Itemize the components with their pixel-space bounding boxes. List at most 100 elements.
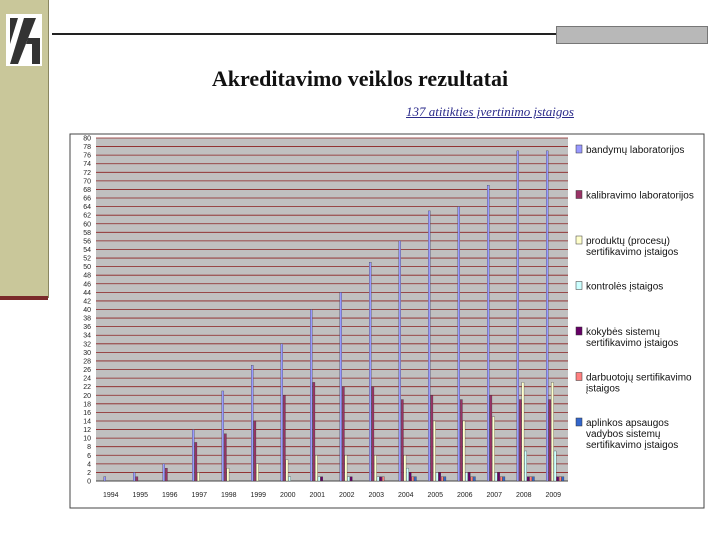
x-tick-label: 2004 [398,492,414,499]
legend: bandymų laboratorijos kalibravimo laborat… [575,144,694,451]
bar [374,455,377,482]
bar [226,467,230,482]
x-tick-label: 1998 [221,492,237,499]
y-tick-label: 20 [83,393,91,400]
bar [349,476,353,482]
bar [489,395,493,482]
bar [519,399,522,482]
y-tick-label: 2 [87,470,91,477]
header-rule [52,33,556,35]
bar [548,399,552,482]
bar [460,399,463,482]
slide-title: Akreditavimo veiklos rezultatai [211,66,509,91]
header-accent-box [556,26,708,44]
y-tick-label: 68 [83,187,91,194]
bar [256,463,259,482]
x-tick-label: 1994 [103,492,119,499]
y-tick-label: 30 [83,350,91,357]
y-tick-label: 44 [83,290,91,297]
y-tick-label: 36 [83,324,91,331]
y-tick-label: 70 [83,178,91,185]
bar [526,476,530,482]
bar [529,476,533,482]
y-tick-label: 18 [83,401,91,408]
y-tick-label: 8 [87,444,91,451]
y-tick-label: 60 [83,221,91,228]
bar [427,210,431,482]
y-tick-label: 16 [83,410,91,417]
legend-swatch [575,235,583,245]
y-tick-label: 24 [83,376,91,383]
bar [342,386,345,482]
bar [371,386,375,482]
y-tick-label: 78 [83,144,91,151]
legend-swatch [575,144,583,154]
bar [551,382,554,482]
bar [250,365,254,482]
bar [381,476,385,482]
bar [492,416,495,482]
x-tick-label: 2007 [486,492,502,499]
x-tick-label: 2001 [309,492,325,499]
bar [561,476,565,482]
legend-label: kokybės sistemų sertifikavimo įstaigos [586,327,678,349]
y-tick-label: 58 [83,230,91,237]
legend-label: kontrolės įstaigos [586,282,663,293]
x-tick-label: 2005 [427,492,443,499]
bar [280,343,283,482]
y-tick-label: 26 [83,367,91,374]
y-tick-label: 14 [83,418,91,425]
x-tick-label: 1995 [132,492,148,499]
bar [315,455,318,482]
legend-label: kalibravimo laboratorijos [586,191,694,202]
bar [457,206,460,482]
bar [197,472,200,482]
left-decor-accent [0,296,48,300]
y-tick-label: 6 [87,453,91,460]
bar [499,476,503,482]
y-tick-label: 46 [83,281,91,288]
legend-swatch [575,281,583,290]
x-tick-label: 2003 [368,492,384,499]
y-tick-label: 54 [83,247,91,254]
bar [339,292,342,482]
bar [191,429,195,482]
bar [440,476,444,482]
bar [438,472,441,482]
x-tick-label: 2006 [457,492,473,499]
bar [546,150,549,482]
bar [398,240,401,482]
y-tick-label: 66 [83,196,91,203]
bar [312,382,316,482]
legend-swatch [575,372,583,381]
bars [103,150,565,482]
bar [524,450,527,482]
bar [473,476,476,482]
slide-subtitle: 137 atitikties įvertinimo įstaigos [406,104,574,119]
bar [317,476,321,482]
bar [497,472,500,482]
y-tick-label: 38 [83,316,91,323]
legend-swatch [575,326,583,336]
bar [559,476,562,482]
legend-swatch [575,417,583,427]
bar [347,476,350,482]
bar [408,472,412,482]
chart-area-border [69,133,705,509]
y-tick-label: 72 [83,170,91,177]
bar [283,395,286,482]
x-tick-label: 1997 [191,492,207,499]
y-tick-label: 80 [83,136,91,143]
y-tick-label: 76 [83,153,91,160]
y-tick-label: 42 [83,298,91,305]
bar [403,455,407,482]
gridlines [96,137,568,482]
y-tick-label: 28 [83,358,91,365]
x-tick-label: 2002 [339,492,355,499]
x-tick-label: 2000 [280,492,296,499]
bar [103,476,107,482]
bar [135,476,139,482]
bar [132,472,136,482]
bar [368,262,372,482]
